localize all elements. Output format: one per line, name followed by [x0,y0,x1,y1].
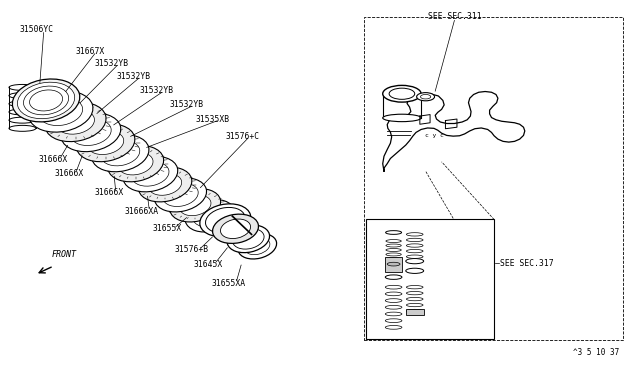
Bar [366,219,494,339]
Ellipse shape [420,94,431,99]
Text: 31535XB: 31535XB [195,115,229,124]
Text: 31666X: 31666X [38,155,68,164]
Ellipse shape [238,234,276,259]
Ellipse shape [385,231,402,234]
Bar [364,17,623,340]
Text: c y c: c y c [424,133,444,138]
Ellipse shape [148,174,182,195]
Text: 31655XA: 31655XA [211,279,245,288]
Ellipse shape [205,208,245,233]
Text: 31645X: 31645X [193,260,223,269]
Ellipse shape [92,135,149,172]
Ellipse shape [17,82,75,119]
Text: 31666X: 31666X [95,188,124,197]
Text: 31576+C: 31576+C [225,132,259,141]
Ellipse shape [227,225,269,253]
Ellipse shape [387,262,400,266]
Ellipse shape [389,88,415,99]
Ellipse shape [383,114,421,122]
Ellipse shape [406,259,424,264]
Ellipse shape [132,162,169,186]
Text: 31532YB: 31532YB [170,100,204,109]
Ellipse shape [163,183,198,206]
Ellipse shape [154,178,207,212]
Ellipse shape [185,199,235,232]
Text: ^3 5 10 37: ^3 5 10 37 [573,348,620,357]
Ellipse shape [200,204,251,237]
Ellipse shape [170,189,221,222]
Ellipse shape [138,167,192,202]
Text: SEE SEC.317: SEE SEC.317 [500,259,554,268]
Ellipse shape [24,86,68,115]
Ellipse shape [232,228,264,249]
Ellipse shape [383,86,421,102]
Ellipse shape [29,91,93,132]
Ellipse shape [88,131,124,154]
Text: 31532YB: 31532YB [95,59,129,68]
Ellipse shape [179,195,211,216]
Ellipse shape [101,141,140,166]
Text: 31666XA: 31666XA [125,207,159,216]
Text: 31506YC: 31506YC [19,25,53,34]
Text: 31655X: 31655X [152,224,182,233]
Ellipse shape [221,219,250,238]
Ellipse shape [123,156,178,192]
Text: 31532YB: 31532YB [116,72,150,81]
Bar [406,309,424,315]
Ellipse shape [70,119,111,145]
Ellipse shape [39,97,83,126]
Ellipse shape [108,145,164,182]
Ellipse shape [385,275,402,279]
Ellipse shape [118,153,153,175]
Ellipse shape [29,90,63,111]
Bar [385,257,402,272]
Text: 31576+B: 31576+B [174,246,208,254]
Ellipse shape [193,205,227,227]
Ellipse shape [45,102,106,142]
Text: 31667X: 31667X [76,47,105,56]
Ellipse shape [12,79,80,122]
Ellipse shape [417,93,435,101]
Ellipse shape [56,110,95,134]
Text: FRONT: FRONT [51,250,76,259]
Ellipse shape [406,268,424,273]
Text: SEE SEC.311: SEE SEC.311 [428,12,481,21]
Ellipse shape [61,113,121,152]
Ellipse shape [244,238,270,255]
Ellipse shape [76,124,135,162]
Text: 31666X: 31666X [54,169,84,178]
Text: 31532YB: 31532YB [140,86,173,95]
Ellipse shape [212,214,259,243]
